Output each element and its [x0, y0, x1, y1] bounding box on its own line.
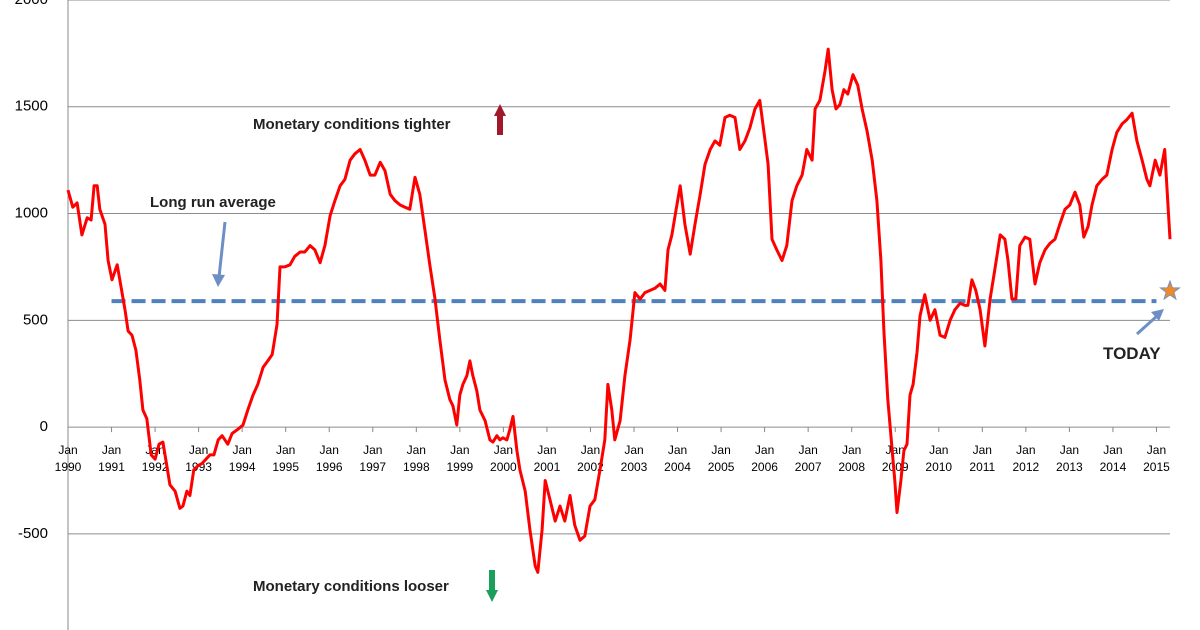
tighter-arrow: [494, 104, 506, 135]
annotation: Monetary conditions tighter: [253, 116, 451, 133]
today-star: [1159, 279, 1181, 301]
x-tick-label: Jan 2001: [534, 443, 561, 474]
y-tick-label: 0: [40, 418, 48, 435]
x-tick-label: Jan 1991: [98, 443, 125, 474]
x-tick-label: Jan 2002: [577, 443, 604, 474]
y-tick-label: 2000: [15, 0, 48, 8]
x-tick-label: Jan 2014: [1100, 443, 1127, 474]
x-tick-label: Jan 2011: [969, 443, 995, 474]
x-tick-label: Jan 2004: [664, 443, 691, 474]
x-tick-label: Jan 1994: [229, 443, 256, 474]
x-tick-label: Jan 1996: [316, 443, 343, 474]
x-tick-label: Jan 2005: [708, 443, 735, 474]
x-tick-label: Jan 1999: [446, 443, 473, 474]
x-tick-label: Jan 1997: [359, 443, 386, 474]
y-tick-label: 1500: [15, 98, 48, 115]
x-tick-label: Jan 2003: [621, 443, 648, 474]
x-tick-label: Jan 2012: [1012, 443, 1039, 474]
annotation: TODAY: [1103, 344, 1161, 363]
data-line: [66, 47, 1172, 574]
x-tick-label: Jan 2007: [795, 443, 822, 474]
x-tick-label: Jan 2010: [925, 443, 952, 474]
today-arrow: [1135, 309, 1164, 336]
y-tick-label: 1000: [15, 205, 48, 222]
x-tick-label: Jan 2015: [1143, 443, 1170, 474]
x-tick-label: Jan 1990: [55, 443, 82, 474]
x-tick-label: Jan 1998: [403, 443, 430, 474]
average-arrow: [212, 221, 227, 287]
x-tick-label: Jan 2000: [490, 443, 517, 474]
y-tick-label: -500: [18, 525, 48, 542]
annotation: Monetary conditions looser: [253, 578, 449, 595]
x-tick-label: Jan 2008: [838, 443, 865, 474]
looser-arrow: [486, 570, 498, 602]
annotation: Long run average: [150, 194, 276, 211]
x-tick-label: Jan 1995: [272, 443, 299, 474]
y-tick-label: 500: [23, 311, 48, 328]
x-tick-label: Jan 2006: [751, 443, 778, 474]
x-tick-label: Jan 2013: [1056, 443, 1083, 474]
